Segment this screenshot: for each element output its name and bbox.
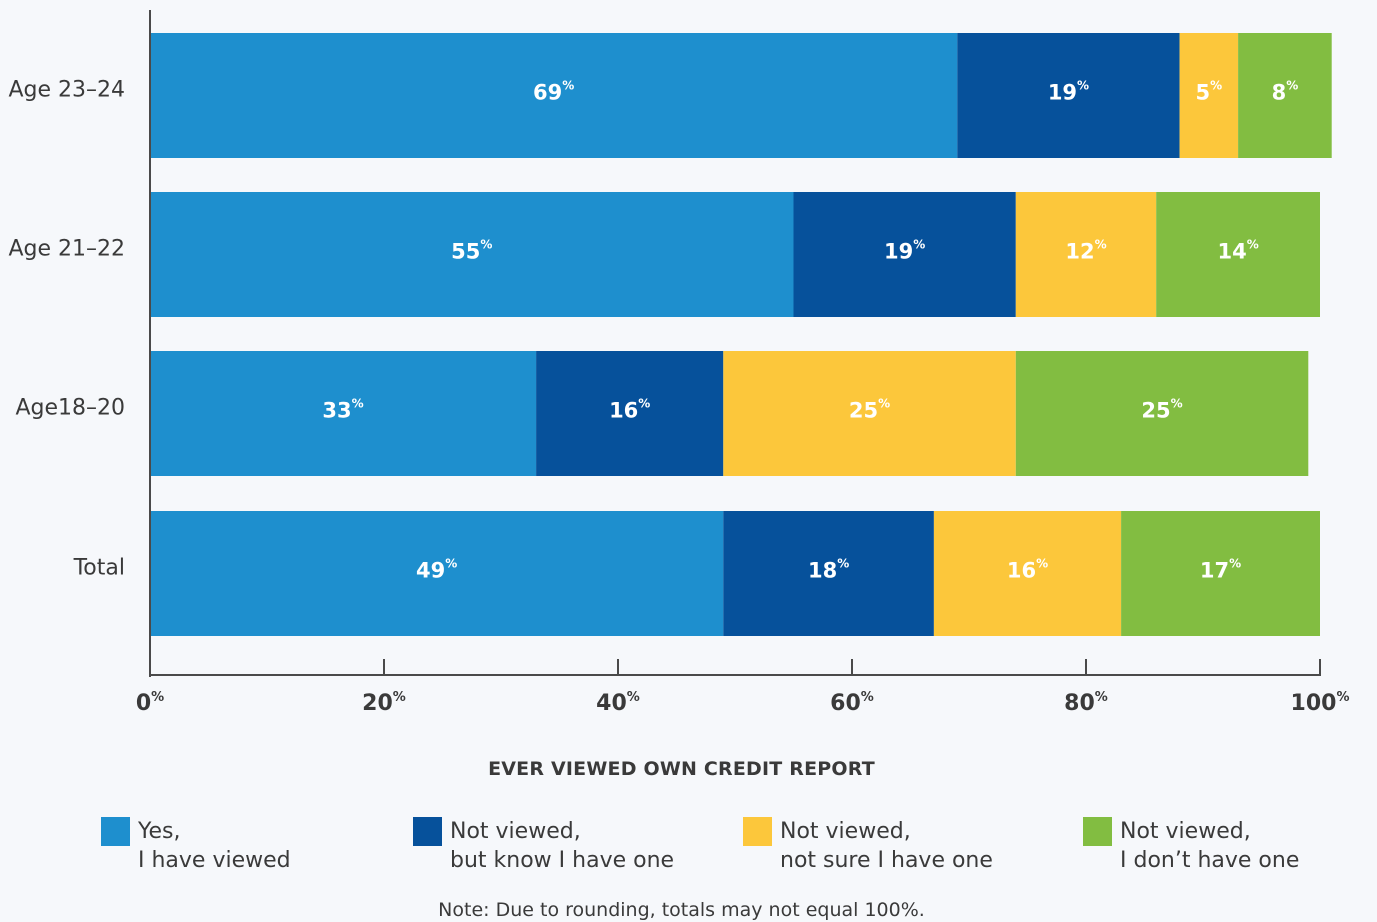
bar-segment [150,192,794,317]
x-tick-label: 60% [830,690,874,716]
legend-item-yes-viewed: Yes, I have viewed [101,817,291,875]
data-label: 33% [322,396,363,423]
bar-segment [1156,192,1320,317]
legend-swatch [743,817,772,846]
category-label: Age18–20 [15,396,125,421]
legend-label: Not viewed, I don’t have one [1120,819,1300,873]
legend-label: Not viewed, but know I have one [450,819,675,873]
bar-segment [1238,33,1332,158]
bar-segment [150,33,958,158]
bar-segment [723,511,934,636]
bar-segment [1015,192,1157,317]
bar-segment [793,192,1016,317]
legend-swatch [1083,817,1112,846]
bar-segment [723,351,1016,476]
category-label: Age 21–22 [8,237,125,262]
x-axis-title: EVER VIEWED OWN CREDIT REPORT [488,758,875,780]
legend-swatch [413,817,442,846]
legend-item-dont-have-one: Not viewed, I don’t have one [1083,817,1299,875]
legend-item-know-have-one: Not viewed, but know I have one [413,817,674,875]
category-label: Age 23–24 [8,78,125,103]
bar-segment [1179,33,1239,158]
legend: Yes, I have viewed Not viewed, but know … [0,817,1377,887]
stacked-bar-chart: Age 23–24 69% 19% 5% 8%Age 21–22 55% 19% 12% 14%… [8,10,1350,716]
footnote: Note: Due to rounding, totals may not eq… [438,899,925,921]
bar-segment [1015,351,1309,476]
bar-segment [150,351,537,476]
data-label: 19% [884,237,925,264]
bar-segment [933,511,1122,636]
x-tick-label: 20% [362,690,406,716]
bar-segment [957,33,1180,158]
bar-segment [536,351,724,476]
x-tick-label: 80% [1064,690,1108,716]
x-tick-label: 0% [136,690,164,716]
legend-swatch [101,817,130,846]
legend-label: Yes, I have viewed [138,819,291,873]
legend-label: Not viewed, not sure I have one [780,819,993,873]
x-tick-label: 100% [1291,690,1350,716]
x-tick-label: 40% [596,690,640,716]
category-label: Total [73,556,125,581]
data-label: 17% [1200,556,1241,583]
bar-segment [1121,511,1320,636]
data-label: 18% [808,556,849,583]
bar-segment [150,511,724,636]
legend-item-not-sure: Not viewed, not sure I have one [743,817,993,875]
